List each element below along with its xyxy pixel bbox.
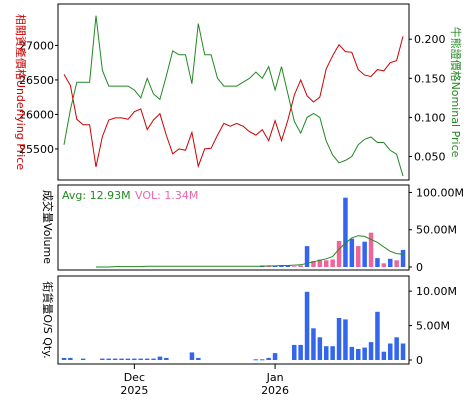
outstanding-bars — [61, 291, 406, 361]
outstanding-bar — [356, 349, 361, 360]
nominal-price-ticks: 0.050 0.100 0.150 0.200 — [409, 33, 446, 164]
volume-bar — [292, 266, 297, 267]
underlying-price-ticks: 25500 26000 26500 27000 — [19, 39, 58, 156]
volume-bar — [279, 265, 284, 267]
outstanding-bar — [304, 291, 310, 360]
volume-average-line — [96, 235, 404, 268]
outstanding-bar — [138, 358, 143, 360]
outstanding-bar — [272, 353, 278, 360]
outstanding-bar — [125, 358, 131, 360]
outstanding-bar — [311, 328, 316, 360]
year-label: 2026 — [261, 384, 289, 397]
nominal-price-axis-label: 牛熊證價格Nominal Price — [449, 27, 463, 158]
outstanding-bar — [368, 342, 374, 360]
outstanding-bar — [196, 357, 201, 360]
volume-bar — [356, 246, 361, 267]
volume-tick-label: 0 — [416, 261, 423, 274]
outstanding-bar — [164, 357, 169, 360]
outstanding-bar — [388, 343, 393, 360]
volume-bar — [298, 265, 303, 267]
volume-avg-legend: Avg: 12.93M — [62, 189, 131, 202]
volume-bar — [362, 241, 367, 267]
outstanding-axis-label: 街貨量O/S Qty. — [41, 281, 55, 358]
underlying-price-axis-label: 相關資產價格Underlying Price — [14, 14, 28, 170]
nominal-tick-label: 0.150 — [414, 72, 446, 85]
outstanding-panel: 0 5.00M 10.00M 街貨量O/S Qty. — [41, 275, 457, 367]
year-label: 2025 — [120, 384, 148, 397]
outstanding-bar — [349, 346, 355, 360]
volume-bars — [260, 197, 406, 267]
volume-bar — [381, 263, 387, 267]
underlying-tick-label: 25500 — [19, 143, 54, 156]
outstanding-bar — [298, 344, 303, 360]
outstanding-bar — [189, 352, 195, 360]
volume-bar — [394, 260, 399, 267]
volume-bar — [343, 197, 348, 267]
outstanding-bar — [157, 356, 163, 360]
volume-bar — [285, 265, 291, 267]
volume-bar — [317, 259, 323, 267]
outstanding-bar — [330, 346, 335, 360]
outstanding-bar — [292, 344, 297, 360]
outstanding-bar — [394, 337, 399, 360]
nominal-tick-label: 0.100 — [414, 111, 446, 124]
outstanding-bar — [375, 311, 380, 360]
outstanding-bar — [324, 346, 329, 360]
volume-axis-label: 成交量Volume — [41, 190, 55, 264]
volume-panel: 0 50.00M 100.00M Avg: 12.93M VOL: 1.34M 成交… — [41, 184, 464, 274]
outstanding-bar — [253, 359, 259, 361]
outstanding-ticks: 0 5.00M 10.00M — [409, 285, 457, 367]
outstanding-bar — [132, 358, 137, 360]
volume-bar — [388, 258, 393, 267]
volume-tick-label: 50.00M — [416, 224, 457, 237]
nominal-tick-label: 0.050 — [414, 151, 446, 164]
outstanding-bar — [151, 358, 156, 360]
outstanding-bar — [266, 357, 271, 360]
underlying-tick-label: 26500 — [19, 74, 54, 87]
outstanding-bar — [68, 357, 73, 360]
volume-bar — [324, 260, 329, 267]
volume-bar — [304, 246, 310, 267]
outstanding-bar — [80, 358, 86, 360]
volume-bar — [336, 240, 342, 267]
outstanding-bar — [336, 318, 342, 360]
outstanding-bar — [400, 343, 406, 360]
month-label: Dec — [124, 371, 145, 384]
volume-bar — [375, 258, 380, 267]
outstanding-bar — [61, 357, 67, 360]
volume-bar — [311, 261, 316, 267]
outstanding-bar — [317, 337, 323, 360]
outstanding-bar — [343, 319, 348, 360]
volume-tick-label: 100.00M — [416, 186, 464, 199]
outstanding-bar — [112, 358, 118, 360]
volume-bar — [400, 249, 406, 267]
underlying-tick-label: 26000 — [19, 108, 54, 121]
volume-bar — [349, 238, 355, 267]
outstanding-bar — [260, 359, 265, 361]
outstanding-bar — [362, 347, 367, 360]
outstanding-bar — [144, 358, 150, 360]
volume-vol-legend: VOL: 1.34M — [135, 189, 198, 202]
outstanding-bar — [106, 358, 111, 360]
volume-ticks: 0 50.00M 100.00M — [409, 186, 464, 274]
nominal-tick-label: 0.200 — [414, 33, 446, 46]
outstanding-bar — [119, 358, 124, 360]
volume-bar — [330, 259, 335, 267]
price-panel: 25500 26000 26500 27000 0.050 0.100 0.150 0.20… — [14, 3, 463, 181]
volume-bar — [368, 232, 374, 267]
underlying-price-line — [63, 36, 404, 169]
outstanding-tick-label: 10.00M — [416, 285, 457, 298]
underlying-tick-label: 27000 — [19, 39, 54, 52]
outstanding-bar — [100, 358, 105, 360]
month-label: Jan — [266, 371, 284, 384]
price-frame — [57, 3, 410, 181]
nominal-price-line — [63, 15, 404, 177]
outstanding-tick-label: 0 — [416, 354, 423, 367]
outstanding-bar — [381, 351, 387, 360]
outstanding-tick-label: 5.00M — [416, 320, 450, 333]
